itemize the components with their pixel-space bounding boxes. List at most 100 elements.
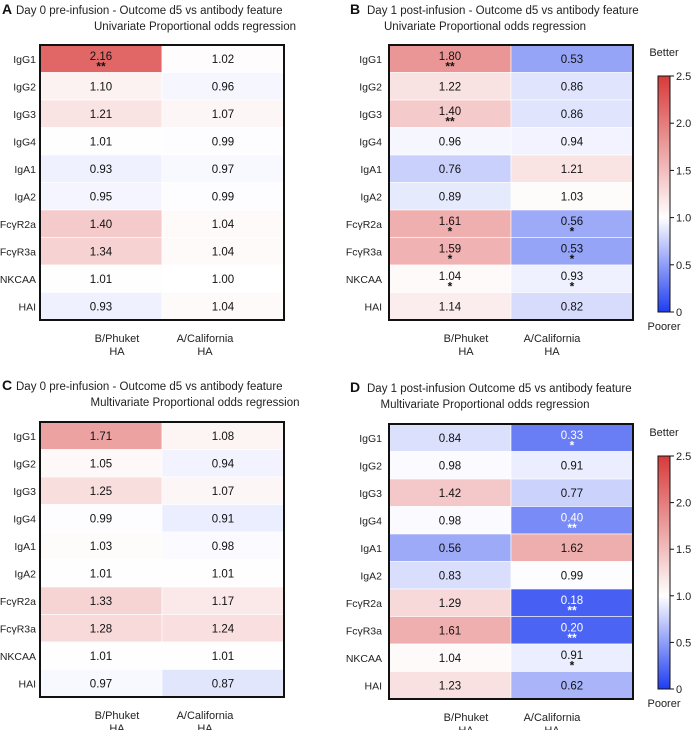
colorbar-tick-label: 0.5 [676, 637, 691, 649]
colorbar-tick-label: 0.5 [676, 260, 691, 272]
cell-value: 0.98 [439, 460, 461, 472]
colorbar-1: Better 0 0.5 1.0 1.5 2.0 2.5 Poorer [647, 47, 691, 333]
row-label: NKCAA [0, 274, 36, 286]
cell-value: 1.22 [439, 81, 461, 93]
heatmap-cell [388, 423, 512, 452]
row-label: FcγR2a [346, 598, 382, 610]
cell-value: 2.16 [90, 51, 112, 63]
row-label: IgG2 [359, 81, 382, 93]
cell-value: 0.99 [561, 570, 583, 582]
cell-value: 1.14 [439, 301, 462, 313]
row-label: FcγR2a [0, 596, 36, 608]
panel-letter: D [350, 379, 360, 395]
heatmap-cell [161, 586, 285, 615]
cell-value: 0.86 [561, 81, 583, 93]
cell-value: 1.04 [439, 271, 462, 283]
cell-value: 0.99 [212, 136, 234, 148]
cell-value: 1.00 [212, 274, 234, 286]
cell-value: 1.07 [212, 486, 234, 498]
heatmap-cell [388, 533, 512, 562]
heatmap-cell [388, 451, 512, 480]
row-label: IgG4 [13, 513, 36, 525]
colorbar-tick-label: 0 [676, 684, 682, 696]
significance-marker: * [448, 225, 453, 239]
significance-marker: ** [445, 115, 455, 129]
row-label: NKCAA [0, 651, 36, 663]
heatmap-cell [161, 504, 285, 533]
cell-value: 1.28 [90, 623, 112, 635]
significance-marker: * [448, 252, 453, 266]
cell-value: 1.40 [439, 106, 461, 118]
colorbar-tick-label: 1.0 [676, 591, 691, 603]
column-label: A/California [524, 712, 582, 724]
cell-value: 1.42 [439, 488, 461, 500]
cell-value: 1.03 [561, 191, 583, 203]
cell-value: 1.01 [90, 274, 112, 286]
row-label: IgG3 [13, 109, 36, 121]
cell-value: 0.93 [561, 271, 583, 283]
cell-value: 0.40 [561, 512, 583, 524]
colorbar-top-label: Better [649, 427, 679, 439]
cell-value: 0.82 [561, 301, 583, 313]
cell-value: 1.21 [561, 164, 583, 176]
cell-value: 1.71 [90, 431, 112, 443]
heatmap-cell [161, 209, 285, 238]
column-label: HA [458, 346, 474, 358]
row-label: IgA1 [14, 541, 36, 553]
column-label: HA [544, 346, 560, 358]
cell-value: 1.62 [561, 543, 583, 555]
row-label: HAI [364, 680, 382, 692]
cell-value: 0.93 [90, 301, 112, 313]
row-label: FcγR3a [346, 246, 382, 258]
heatmap-cell [39, 237, 163, 266]
column-label: A/California [177, 710, 235, 722]
cell-value: 0.98 [212, 541, 234, 553]
significance-marker: ** [567, 604, 577, 618]
colorbar-bar [657, 75, 671, 313]
cell-value: 0.98 [439, 515, 461, 527]
significance-marker: * [570, 439, 575, 453]
cell-value: 0.99 [212, 191, 234, 203]
cell-value: 1.08 [212, 431, 234, 443]
heatmap-cell [388, 237, 512, 266]
colorbar-tick-label: 1.5 [676, 544, 691, 556]
heatmap-cell [39, 292, 163, 321]
significance-marker: ** [567, 631, 577, 645]
cell-value: 0.94 [212, 458, 235, 470]
heatmap-cell [39, 586, 163, 615]
cell-value: 1.01 [90, 651, 112, 663]
panel-b: B Day 1 post-infusion - Outcome d5 vs ant… [346, 1, 639, 358]
cell-value: 0.20 [561, 622, 583, 634]
cell-value: 0.89 [439, 191, 461, 203]
cell-value: 0.96 [439, 136, 461, 148]
heatmap-cell [388, 506, 512, 535]
row-label: FcγR2a [0, 219, 36, 231]
heatmap-cell [161, 99, 285, 128]
heatmap-cell [161, 264, 285, 293]
cell-value: 0.97 [212, 164, 234, 176]
column-label: B/Phuket [95, 333, 140, 345]
cell-value: 0.76 [439, 164, 461, 176]
column-label: A/California [524, 333, 582, 345]
row-label: FcγR3a [0, 623, 36, 635]
row-label: IgG2 [13, 81, 36, 93]
colorbar-tick-label: 1.5 [676, 165, 691, 177]
cell-value: 1.21 [90, 109, 112, 121]
column-label: A/California [177, 333, 235, 345]
panel-d: D Day 1 post-infusion Outcome d5 vs antib… [346, 379, 634, 730]
heatmap-cell [39, 154, 163, 183]
colorbar-bottom-label: Poorer [647, 321, 680, 333]
colorbar-tick-label: 0 [676, 307, 682, 319]
panel-letter: C [2, 377, 12, 393]
row-label: FcγR3a [0, 246, 36, 258]
heatmap-border [39, 421, 285, 698]
cell-value: 0.95 [90, 191, 112, 203]
row-label: IgG4 [359, 515, 382, 527]
panel-subtitle: Multivariate Proportional odds regressio… [90, 397, 299, 409]
heatmap-cell [39, 449, 163, 478]
heatmap-cell [510, 643, 634, 672]
heatmap-cell [388, 561, 512, 590]
cell-value: 0.97 [90, 678, 112, 690]
panel-subtitle: Multivariate Proportional odds regressio… [380, 399, 589, 411]
panel-title: Day 1 post-infusion Outcome d5 vs antibo… [367, 383, 632, 395]
